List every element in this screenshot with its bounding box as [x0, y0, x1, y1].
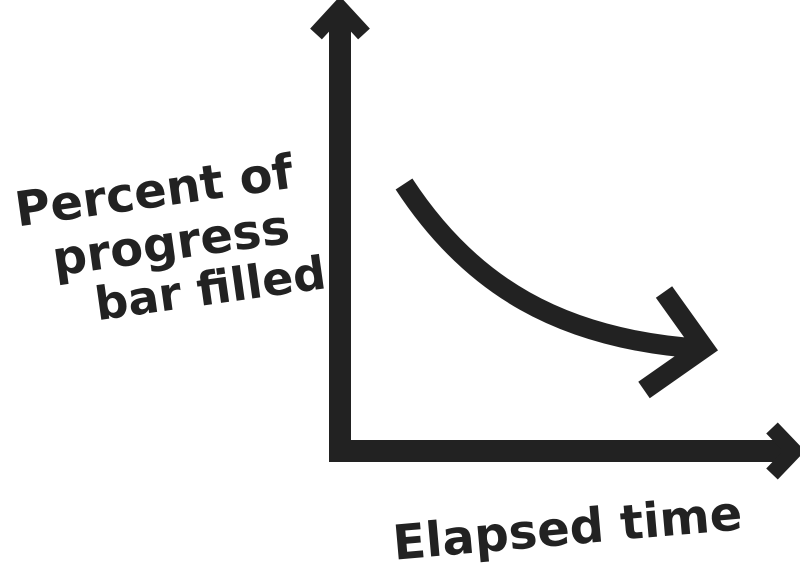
x-axis-label: Elapsed time — [391, 485, 745, 564]
curve-arrowhead — [638, 286, 719, 399]
y-axis-arrowhead — [310, 0, 370, 40]
y-axis-label: Percent of progress bar filled — [11, 144, 329, 331]
x-axis-arrowhead — [766, 422, 800, 480]
decreasing-curve — [395, 178, 705, 359]
